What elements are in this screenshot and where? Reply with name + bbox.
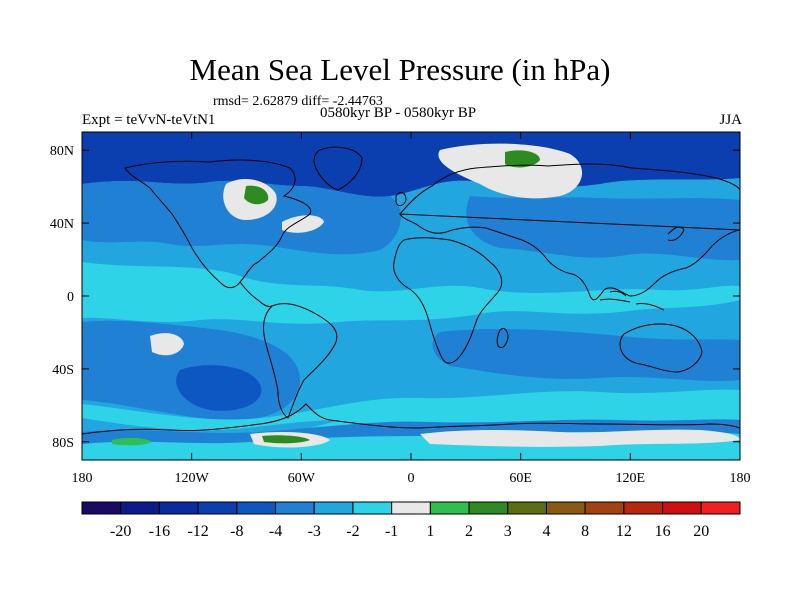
colorbar-label: -20 — [110, 523, 131, 540]
colorbar-label: -8 — [230, 523, 243, 540]
lat-label: 0 — [67, 290, 74, 305]
south-pacific-high-patch — [150, 333, 184, 356]
lon-label: 0 — [408, 471, 415, 486]
lat-label: 80N — [50, 144, 74, 159]
colorbar-label: -4 — [269, 523, 282, 540]
colorbar-box — [313, 501, 354, 515]
season-label: JJA — [719, 112, 742, 128]
colorbar-box — [352, 501, 393, 515]
rmsd-diff-stats: rmsd= 2.62879 diff= -2.44763 — [213, 94, 383, 109]
antarctic-positive-patch — [420, 429, 740, 447]
colorbar-label: 16 — [655, 523, 671, 540]
colorbar-label: 20 — [693, 523, 709, 540]
antarctica-coast — [82, 403, 740, 435]
atlantic-high-patch — [282, 215, 324, 233]
experiment-label: Expt = teVvN-teVtN1 — [82, 112, 216, 128]
eurasia-coast — [399, 163, 740, 301]
colorbar-label: 1 — [426, 523, 434, 540]
colorbar-box — [236, 501, 277, 515]
colorbar-label: -3 — [308, 523, 321, 540]
central-america-coast — [239, 281, 273, 307]
colorbar-box — [275, 501, 315, 515]
lon-label: 120W — [175, 471, 210, 486]
colorbar-label: -2 — [346, 523, 359, 540]
colorbar-label: -16 — [149, 523, 170, 540]
colorbar-box — [662, 501, 702, 515]
japan-coast — [667, 226, 685, 241]
madagascar-coast — [496, 327, 509, 349]
colorbar-box — [584, 501, 625, 515]
colorbar-box — [623, 501, 664, 515]
antarctic-small-green — [112, 437, 152, 446]
tropical-minus1-band — [82, 262, 740, 324]
colorbar-box — [507, 501, 547, 515]
uk-coast — [395, 192, 407, 207]
colorbar-label: -12 — [187, 523, 208, 540]
lat-label: 40S — [52, 363, 74, 378]
coastlines — [82, 146, 740, 435]
colorbar-box — [545, 501, 586, 515]
colorbar-box — [197, 501, 238, 515]
colorbar-box — [468, 501, 509, 515]
colorbar-box — [391, 501, 431, 515]
colorbar-label: 8 — [581, 523, 589, 540]
colorbar-label: -1 — [385, 523, 398, 540]
eurasia-minus3 — [466, 196, 740, 261]
period-label: 0580kyr BP - 0580kyr BP — [320, 105, 477, 121]
colorbar-box — [429, 501, 470, 515]
south-pacific-minus4 — [176, 365, 262, 411]
australia-coast — [619, 323, 703, 373]
greenland-coast — [313, 146, 363, 191]
latitude-axis: 80N 40N 0 40S 80S — [50, 144, 740, 451]
lon-label: 180 — [730, 471, 751, 486]
lon-label: 60E — [509, 471, 532, 486]
indonesia-coast — [599, 290, 665, 311]
lon-label: 60W — [288, 471, 316, 486]
colorbar-box — [158, 501, 199, 515]
lat-label: 40N — [50, 217, 74, 232]
lat-label: 80S — [52, 436, 74, 451]
south-indian-minus3 — [432, 329, 740, 381]
map-title: Mean Sea Level Pressure (in hPa) — [189, 52, 611, 87]
north-america-coast — [124, 159, 312, 289]
colorbar-box — [81, 501, 122, 515]
hudson-green-patch — [244, 185, 269, 205]
colorbar-label: 3 — [504, 523, 512, 540]
colorbar-label: 12 — [616, 523, 632, 540]
siberia-high-patch — [438, 143, 583, 199]
south-america-coast — [263, 303, 338, 419]
colorbar-label: 2 — [465, 523, 473, 540]
longitude-axis: 180 120W 60W 0 60E 120E 180 — [72, 132, 751, 486]
lon-label: 120E — [616, 471, 646, 486]
africa-coast — [393, 237, 503, 364]
colorbar: -20 -16 -12 -8 -4 -3 -2 -1 1 2 3 4 8 12 16 20 — [81, 501, 741, 540]
siberia-green-patch — [505, 150, 540, 168]
antarctic-green-patch — [262, 435, 310, 444]
contour-field — [82, 132, 740, 460]
colorbar-box — [700, 501, 741, 515]
lon-label: 180 — [72, 471, 93, 486]
colorbar-label: 4 — [542, 523, 550, 540]
colorbar-box — [120, 501, 160, 515]
